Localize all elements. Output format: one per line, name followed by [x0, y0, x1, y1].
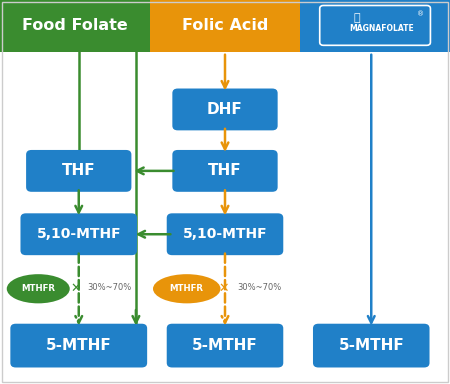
FancyBboxPatch shape: [300, 0, 450, 52]
FancyBboxPatch shape: [172, 89, 278, 131]
Ellipse shape: [153, 274, 220, 303]
Text: THF: THF: [62, 163, 95, 179]
Text: MTHFR: MTHFR: [21, 284, 55, 293]
Text: 30%~70%: 30%~70%: [238, 283, 282, 293]
FancyBboxPatch shape: [150, 0, 300, 52]
Text: ✕: ✕: [219, 282, 230, 295]
Text: MTHFR: MTHFR: [170, 284, 204, 293]
Text: 5-MTHF: 5-MTHF: [338, 338, 404, 353]
Text: ®: ®: [417, 12, 423, 18]
Text: 5,10-MTHF: 5,10-MTHF: [36, 227, 121, 241]
Text: THF: THF: [208, 163, 242, 179]
FancyBboxPatch shape: [313, 324, 430, 367]
Text: Folic Acid: Folic Acid: [182, 18, 268, 33]
Text: MAGNAFOLATE: MAGNAFOLATE: [350, 24, 414, 33]
FancyBboxPatch shape: [320, 5, 430, 45]
FancyBboxPatch shape: [0, 0, 150, 52]
FancyBboxPatch shape: [172, 150, 278, 192]
Text: Food Folate: Food Folate: [22, 18, 128, 33]
FancyBboxPatch shape: [166, 324, 284, 367]
Text: DHF: DHF: [207, 102, 243, 117]
Ellipse shape: [7, 274, 70, 303]
Text: 5,10-MTHF: 5,10-MTHF: [183, 227, 267, 241]
Text: 🌿: 🌿: [354, 13, 360, 23]
FancyBboxPatch shape: [166, 214, 284, 255]
Text: 30%~70%: 30%~70%: [88, 283, 132, 293]
Text: 5-MTHF: 5-MTHF: [46, 338, 112, 353]
Text: 5-MTHF: 5-MTHF: [192, 338, 258, 353]
FancyBboxPatch shape: [26, 150, 131, 192]
FancyBboxPatch shape: [20, 214, 137, 255]
FancyBboxPatch shape: [10, 324, 147, 367]
Text: ✕: ✕: [70, 282, 81, 295]
